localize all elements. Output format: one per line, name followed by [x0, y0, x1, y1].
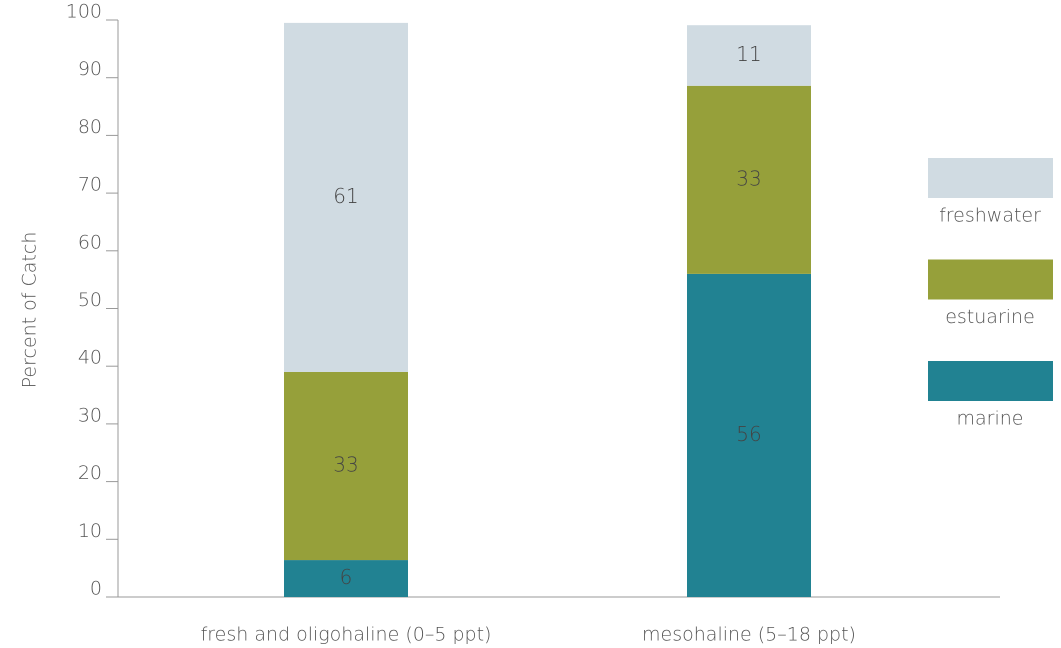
- legend-label: estuarine: [945, 306, 1035, 328]
- y-axis-title: Percent of Catch: [19, 232, 41, 389]
- data-label: 33: [333, 453, 358, 477]
- y-tick-label: 70: [78, 174, 102, 196]
- y-tick-label: 60: [78, 231, 102, 253]
- data-label: 56: [736, 422, 761, 446]
- x-tick-label: mesohaline (5–18 ppt): [642, 624, 856, 646]
- legend-swatch: [928, 158, 1053, 198]
- legend-label: marine: [957, 408, 1024, 430]
- y-tick-label: 30: [78, 404, 102, 426]
- bar-segment: [687, 25, 811, 86]
- x-tick-label: fresh and oligohaline (0–5 ppt): [201, 624, 492, 646]
- legend-swatch: [928, 361, 1053, 401]
- bar-segment: [687, 85, 811, 274]
- y-tick-label: 90: [78, 58, 102, 80]
- legend-label: freshwater: [939, 205, 1041, 227]
- bar-segment: [687, 273, 811, 597]
- bar-segment: [284, 22, 408, 372]
- bar-segment: [284, 371, 408, 561]
- bar-segment: [284, 560, 408, 597]
- data-label: 11: [736, 42, 761, 66]
- data-label: 6: [340, 565, 353, 589]
- y-tick-label: 40: [78, 347, 102, 369]
- y-tick-label: 10: [78, 520, 102, 542]
- y-tick-label: 80: [78, 116, 102, 138]
- data-label: 33: [736, 166, 761, 190]
- y-tick-label: 0: [90, 578, 102, 600]
- legend-swatch: [928, 259, 1053, 300]
- y-tick-label: 20: [78, 462, 102, 484]
- y-tick-label: 50: [78, 289, 102, 311]
- data-label: 61: [333, 184, 358, 208]
- y-tick-label: 100: [66, 1, 102, 23]
